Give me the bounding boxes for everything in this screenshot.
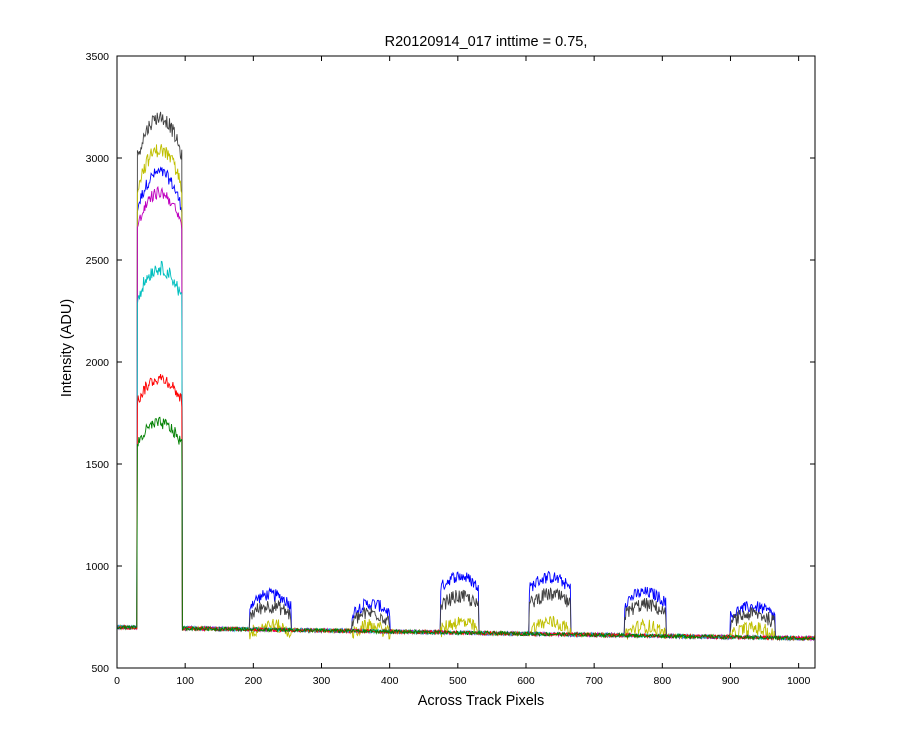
x-axis-label: Across Track Pixels: [418, 693, 545, 709]
y-tick-label: 1500: [86, 459, 110, 471]
x-tick-label: 0: [114, 675, 120, 687]
x-tick-label: 1000: [787, 675, 811, 687]
y-tick-label: 1000: [86, 561, 110, 573]
y-tick-label: 2500: [86, 255, 110, 267]
series-line-4: [116, 185, 816, 642]
ticks-layer: 0 100 200 300 400 500 600 700 800 900 1000 500 1000 1…: [86, 51, 815, 687]
x-tick-label: 400: [381, 675, 399, 687]
series-line-1: [116, 166, 816, 642]
chart-title: R20120914_017 inttime = 0.75,: [385, 34, 588, 50]
series-line-2: [116, 111, 816, 642]
x-tick-label: 600: [517, 675, 535, 687]
x-tick-label: 800: [654, 675, 672, 687]
series-layer: [116, 111, 816, 642]
y-axis-label: Intensity (ADU): [59, 299, 75, 397]
y-tick-label: 3000: [86, 153, 110, 165]
x-tick-label: 500: [449, 675, 467, 687]
x-tick-label: 100: [176, 675, 194, 687]
series-line-5: [116, 260, 816, 642]
y-tick-label: 500: [91, 663, 109, 675]
series-line-6: [116, 374, 815, 642]
y-tick-label: 3500: [86, 51, 110, 63]
x-tick-label: 300: [313, 675, 331, 687]
x-tick-label: 700: [585, 675, 603, 687]
x-tick-label: 900: [722, 675, 740, 687]
series-line-7: [117, 416, 816, 642]
series-line-3: [116, 144, 816, 641]
x-tick-label: 200: [245, 675, 263, 687]
y-tick-label: 2000: [86, 357, 110, 369]
